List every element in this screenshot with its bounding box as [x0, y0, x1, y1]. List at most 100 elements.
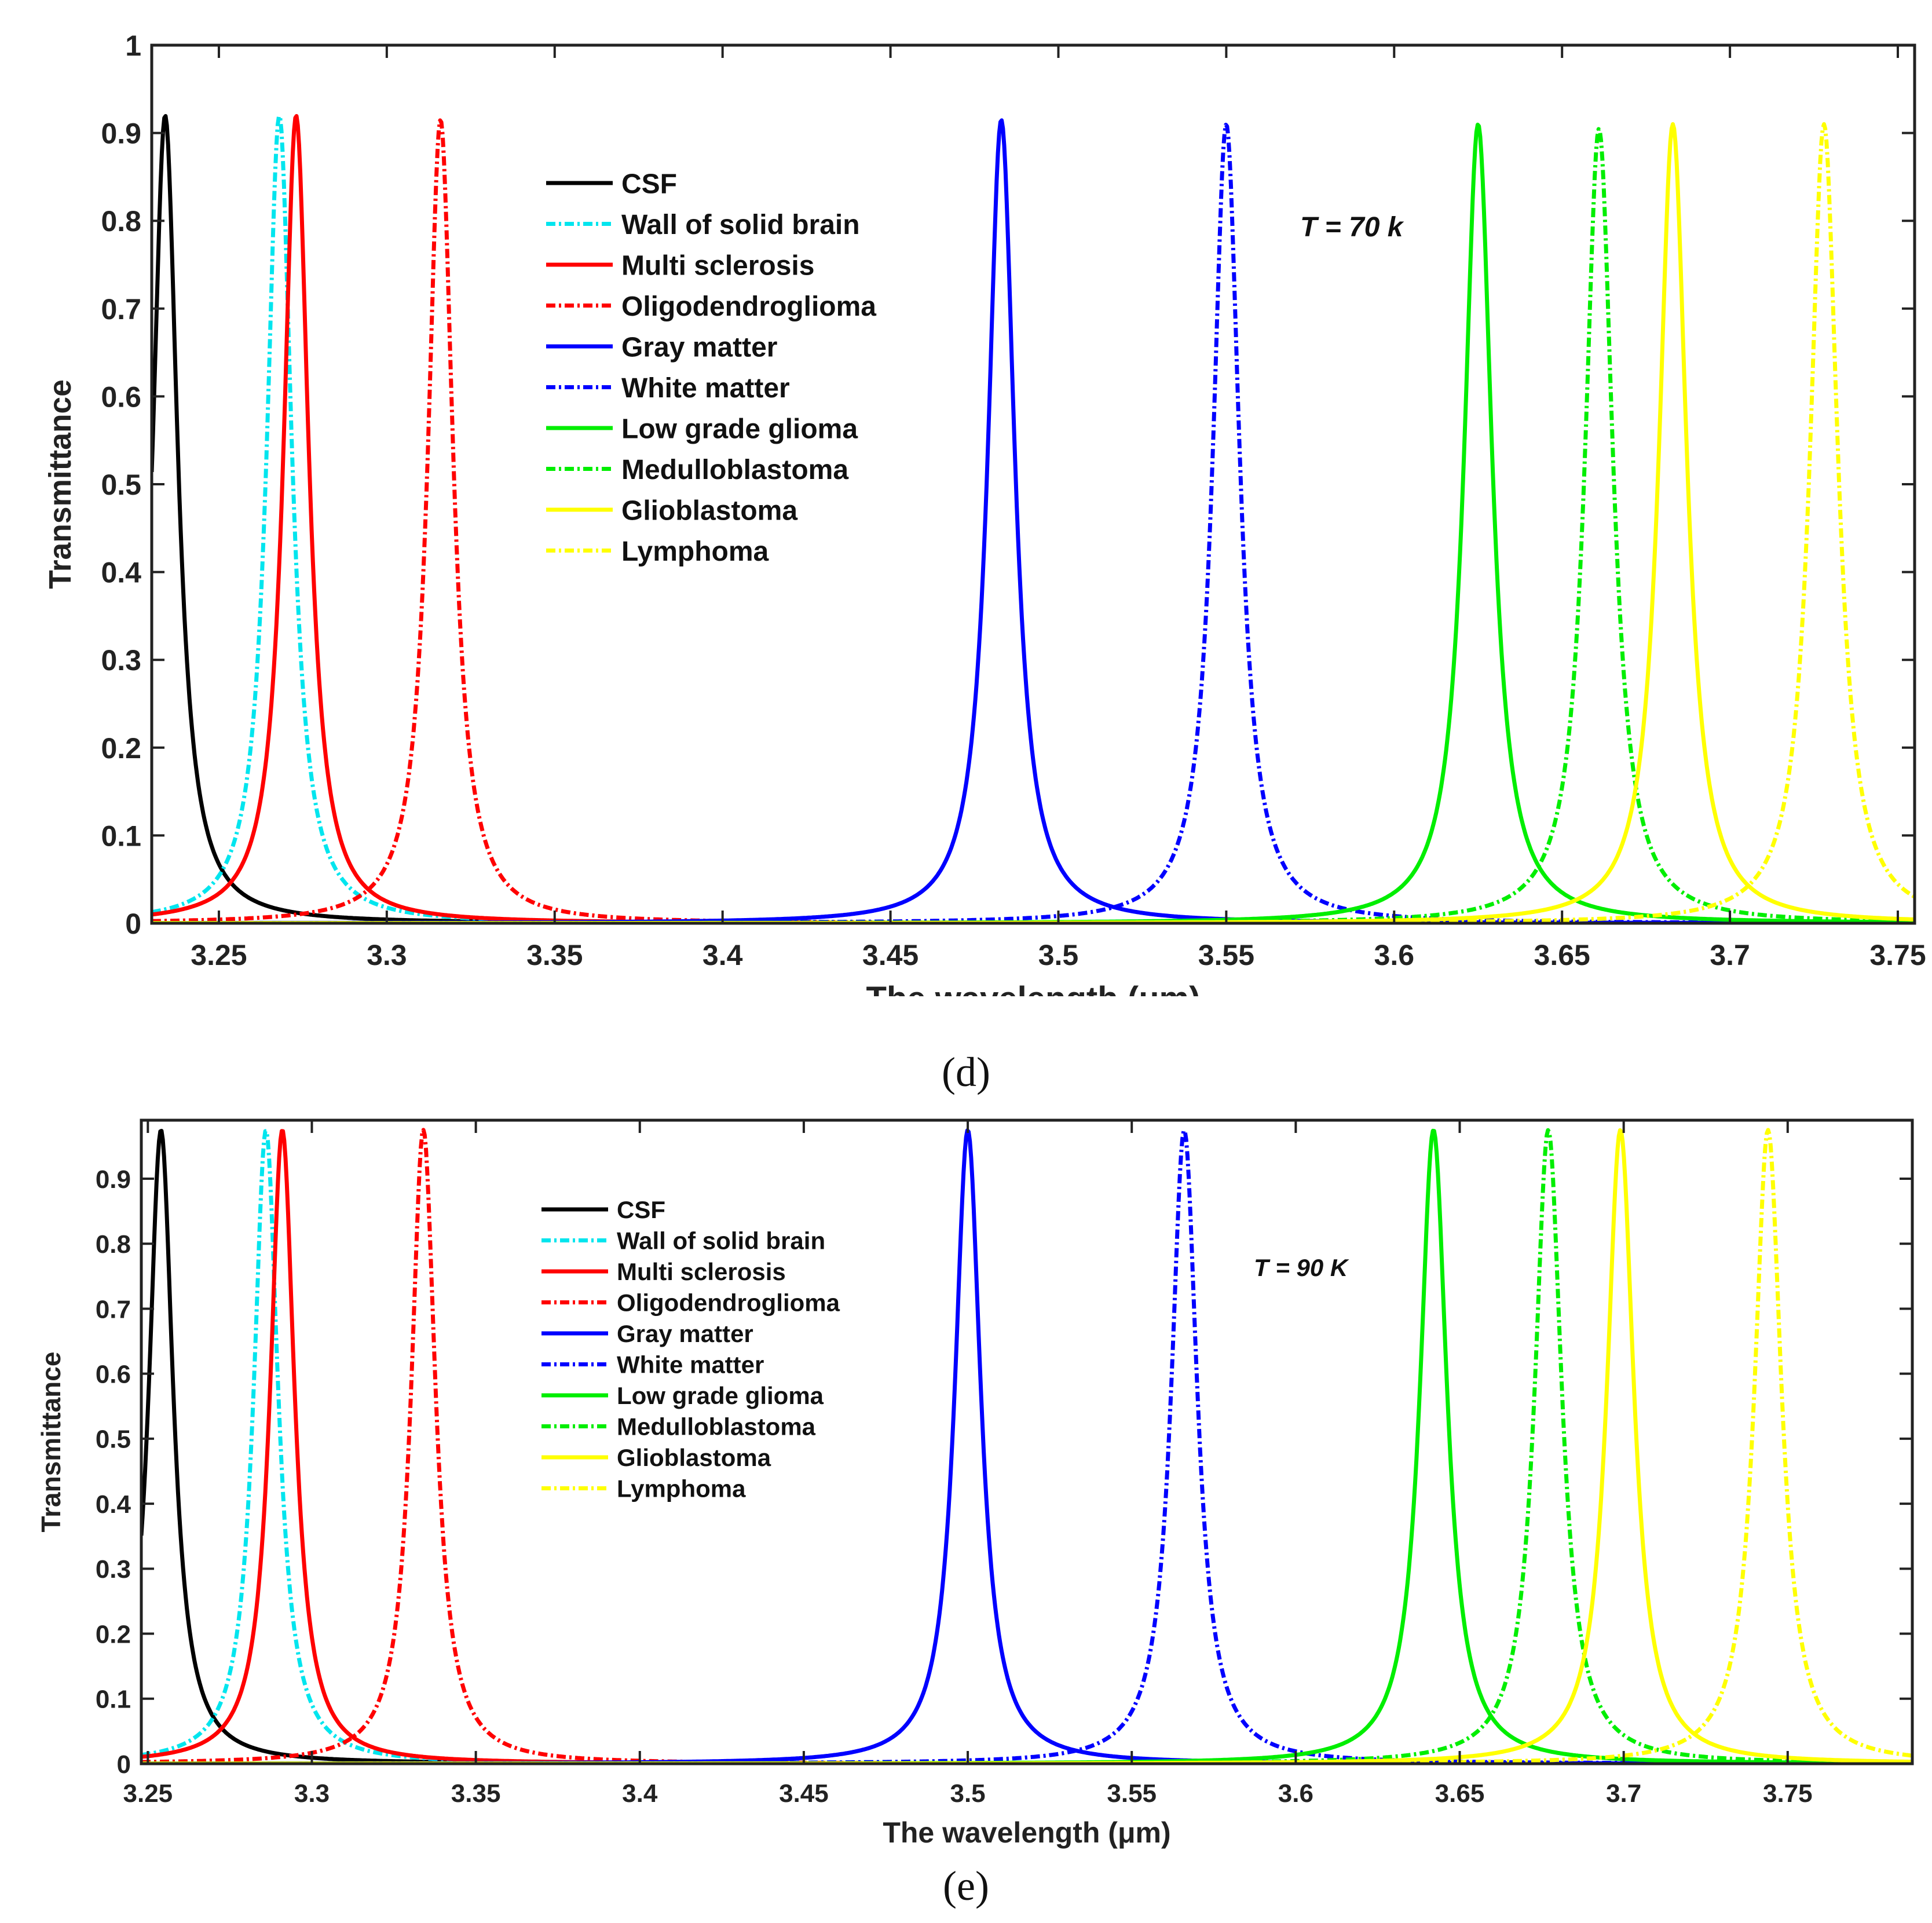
- legend-label: Gray matter: [617, 1320, 753, 1347]
- plot-area-d: 3.25 3.3 3.35 3.4 3.45 3.5 3.55 3.6 3.65 3.7 3.75 0…: [43, 30, 1926, 996]
- legend-label: Multi sclerosis: [621, 250, 814, 281]
- y-tick-label: 0.6: [96, 1361, 131, 1389]
- y-tick-label: 0.1: [96, 1686, 131, 1714]
- series-line-low-grade-glioma: [141, 1128, 1912, 1764]
- series-line-white-matter: [152, 122, 1915, 923]
- y-tick-label: 0.3: [96, 1555, 131, 1584]
- legend-label: Wall of solid brain: [621, 210, 860, 240]
- x-tick-label: 3.45: [779, 1779, 829, 1808]
- legend-label: Medulloblastoma: [617, 1413, 816, 1441]
- plot-area-e: 3.25 3.3 3.35 3.4 3.45 3.5 3.55 3.6 3.65 3.7 3.75 0…: [36, 1118, 1914, 1849]
- x-tick-label: 3.3: [294, 1779, 330, 1808]
- x-tick-label: 3.45: [862, 939, 919, 971]
- temperature-annotation: T = 90 K: [1254, 1254, 1349, 1281]
- legend-label: Gray matter: [621, 332, 777, 363]
- legend: CSF Wall of solid brain Multi sclerosis Oli…: [546, 169, 876, 567]
- y-tick-label: 0.5: [96, 1425, 131, 1454]
- chart-panel-e: 3.25 3.3 3.35 3.4 3.45 3.5 3.55 3.6 3.65 3.7 3.75 0…: [36, 1118, 1914, 1849]
- series-group: [152, 114, 1915, 923]
- series-line-glioblastoma: [152, 122, 1915, 923]
- series-line-wall-of-solid-brain: [141, 1129, 1912, 1764]
- legend-label: Oligodendroglioma: [621, 291, 876, 322]
- series-line-multi-sclerosis: [152, 114, 1915, 923]
- series-line-lymphoma: [141, 1128, 1912, 1764]
- x-tick-label: 3.5: [1038, 939, 1079, 971]
- legend-label: White matter: [621, 373, 790, 404]
- x-tick-label: 3.55: [1107, 1779, 1157, 1808]
- x-tick-label: 3.4: [702, 939, 743, 971]
- x-tick-label: 3.6: [1278, 1779, 1313, 1808]
- legend: CSF Wall of solid brain Multi sclerosis Oli…: [541, 1196, 840, 1502]
- series-line-wall-of-solid-brain: [152, 114, 1915, 923]
- axes-frame: [140, 1118, 1914, 1765]
- legend-label: Low grade glioma: [617, 1382, 824, 1409]
- legend-label: Glioblastoma: [621, 495, 797, 526]
- x-tick-label: 3.75: [1763, 1779, 1813, 1808]
- y-tick-label: 0.8: [96, 1230, 131, 1259]
- x-tick-label: 3.6: [1374, 939, 1415, 971]
- y-tick-label: 0.4: [96, 1490, 131, 1519]
- x-tick-label: 3.7: [1710, 939, 1750, 971]
- legend-label: Low grade glioma: [621, 414, 858, 444]
- y-tick-label: 0.2: [96, 1620, 131, 1648]
- legend-label: White matter: [617, 1351, 764, 1379]
- series-line-lymphoma: [152, 122, 1915, 923]
- legend-label: Lymphoma: [621, 536, 769, 567]
- series-line-oligodendroglioma: [152, 118, 1915, 923]
- x-tick-label: 3.4: [622, 1779, 658, 1808]
- x-tick-label: 3.35: [451, 1779, 501, 1808]
- y-tick-label: 0.4: [101, 557, 141, 589]
- legend-label: CSF: [617, 1196, 665, 1223]
- y-axis-label: Transmittance: [36, 1352, 66, 1533]
- y-tick-label: 0.9: [96, 1165, 131, 1194]
- legend-label: Lymphoma: [617, 1475, 746, 1502]
- temperature-annotation: T = 70 k: [1300, 212, 1404, 243]
- caption-d: (d): [942, 1049, 990, 1095]
- legend-label: Multi sclerosis: [617, 1258, 786, 1285]
- legend-label: Oligodendroglioma: [617, 1289, 840, 1317]
- x-axis-label: The wavelength (μm): [866, 980, 1201, 996]
- legend-label: Glioblastoma: [617, 1444, 771, 1471]
- legend-label: Medulloblastoma: [621, 455, 848, 485]
- y-tick-label: 0.9: [101, 118, 141, 150]
- series-line-medulloblastoma: [152, 127, 1915, 923]
- series-line-medulloblastoma: [141, 1128, 1912, 1764]
- series-line-white-matter: [141, 1128, 1912, 1764]
- x-tick-label: 3.55: [1198, 939, 1254, 971]
- x-tick-label: 3.5: [950, 1779, 985, 1808]
- y-tick-label: 0.5: [101, 469, 141, 501]
- x-tick-label: 3.65: [1435, 1779, 1485, 1808]
- x-tick-label: 3.3: [367, 939, 407, 971]
- y-tick-label: 0.6: [101, 381, 141, 413]
- series-line-glioblastoma: [141, 1128, 1912, 1764]
- series-group: [141, 1128, 1912, 1764]
- series-line-csf: [152, 114, 1915, 923]
- y-tick-label: 0.2: [101, 732, 141, 765]
- legend-label: CSF: [621, 169, 677, 199]
- caption-e: (e): [943, 1863, 989, 1909]
- x-tick-label: 3.25: [191, 939, 247, 971]
- series-line-gray-matter: [152, 118, 1915, 923]
- x-tick-label: 3.65: [1534, 939, 1590, 971]
- series-line-oligodendroglioma: [141, 1128, 1912, 1764]
- y-tick-label: 0: [125, 908, 141, 940]
- y-tick-label: 0.3: [101, 644, 141, 677]
- series-line-low-grade-glioma: [152, 122, 1915, 923]
- x-tick-label: 3.7: [1606, 1779, 1641, 1808]
- y-tick-label: 0.8: [101, 205, 141, 237]
- series-line-multi-sclerosis: [141, 1129, 1912, 1764]
- y-tick-label: 0.7: [101, 293, 141, 326]
- y-tick-label: 0: [117, 1750, 131, 1779]
- x-tick-label: 3.25: [123, 1779, 173, 1808]
- axes-frame: [150, 43, 1916, 925]
- legend-label: Wall of solid brain: [617, 1227, 825, 1255]
- x-tick-label: 3.35: [526, 939, 583, 971]
- x-axis-label: The wavelength (μm): [883, 1816, 1170, 1849]
- y-tick-label: 1: [125, 30, 141, 62]
- series-line-gray-matter: [141, 1128, 1912, 1764]
- y-axis-label: Transmittance: [43, 379, 78, 589]
- y-tick-label: 0.1: [101, 820, 141, 852]
- y-tick-label: 0.7: [96, 1295, 131, 1324]
- x-tick-label: 3.75: [1869, 939, 1926, 971]
